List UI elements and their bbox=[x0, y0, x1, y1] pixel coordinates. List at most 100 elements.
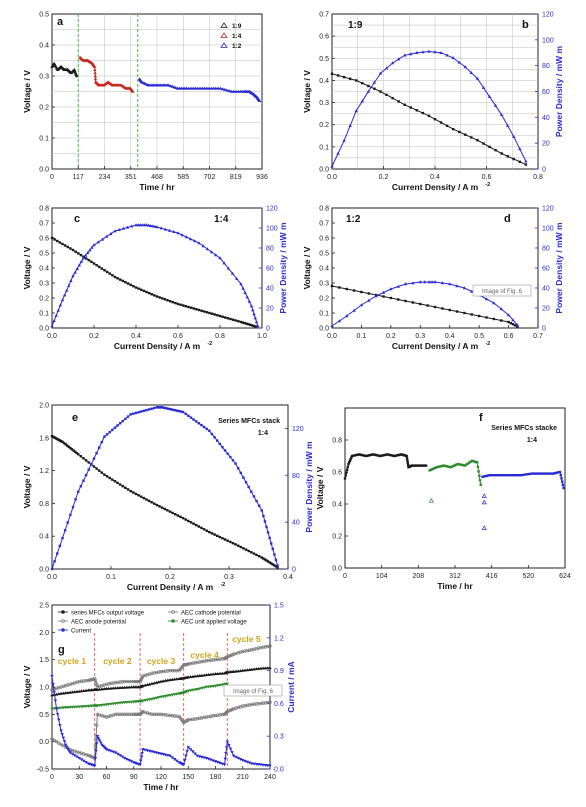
series-5-point bbox=[95, 742, 99, 746]
power-point bbox=[274, 558, 278, 562]
legend-label: 1:4 bbox=[232, 33, 242, 40]
series-4-point bbox=[118, 701, 122, 705]
power-point bbox=[493, 103, 498, 107]
stage-1-point bbox=[345, 471, 348, 474]
cycle-label: cycle 5 bbox=[232, 634, 261, 644]
series-4-point bbox=[175, 692, 179, 696]
stage-3-point bbox=[496, 474, 500, 477]
series-3-point bbox=[263, 701, 268, 705]
voltage-point bbox=[171, 511, 174, 515]
series-5-point bbox=[168, 754, 172, 758]
voltage-point bbox=[184, 518, 187, 521]
stage-1-point bbox=[398, 453, 402, 456]
voltage-point bbox=[379, 90, 382, 93]
stage-3-point bbox=[541, 472, 544, 475]
x-tick-label: 234 bbox=[99, 174, 111, 181]
voltage-point bbox=[411, 301, 415, 304]
series-4-point bbox=[150, 697, 154, 701]
voltage-point bbox=[382, 295, 385, 298]
power-point bbox=[209, 250, 214, 254]
voltage-point bbox=[248, 323, 252, 327]
outlier-point bbox=[481, 493, 487, 498]
series-1-point bbox=[120, 685, 125, 689]
stage-3-point bbox=[485, 474, 488, 478]
stage-1-point bbox=[367, 454, 371, 457]
voltage-point bbox=[330, 284, 334, 288]
series-3-point bbox=[163, 713, 168, 717]
stage-1-point bbox=[374, 453, 378, 457]
voltage-point bbox=[137, 287, 140, 290]
voltage-point bbox=[367, 84, 370, 88]
y2-tick-label: 0 bbox=[542, 326, 546, 333]
watermark-text: Image of Fig. 6 bbox=[233, 689, 274, 695]
voltage-point bbox=[192, 307, 195, 310]
power-point bbox=[524, 159, 528, 163]
series-4-point bbox=[111, 702, 116, 706]
series-2-point bbox=[100, 683, 104, 688]
voltage-point bbox=[105, 475, 109, 478]
power-point bbox=[171, 408, 174, 411]
voltage-point bbox=[124, 486, 127, 490]
power-point bbox=[265, 525, 268, 529]
voltage-point bbox=[268, 561, 271, 564]
voltage-point bbox=[100, 471, 104, 474]
voltage-point bbox=[145, 290, 148, 294]
series-2-point bbox=[92, 64, 97, 68]
stage-1-point bbox=[350, 454, 354, 458]
voltage-point bbox=[476, 139, 479, 142]
series-4-point bbox=[193, 688, 197, 692]
voltage-point bbox=[56, 239, 59, 243]
stage-2-point bbox=[429, 468, 433, 471]
stage-1-point bbox=[394, 454, 397, 457]
y2-tick-label: 0.6 bbox=[274, 701, 284, 708]
voltage-point bbox=[197, 308, 201, 312]
voltage-point bbox=[426, 304, 429, 307]
panel-g-letter: g bbox=[58, 644, 65, 656]
power-point bbox=[165, 407, 168, 410]
voltage-point bbox=[231, 318, 235, 321]
series-1-point bbox=[113, 686, 118, 690]
voltage-point bbox=[71, 248, 75, 252]
series-3-point bbox=[133, 712, 138, 717]
voltage-point bbox=[488, 145, 491, 149]
series-4-point bbox=[186, 689, 190, 693]
y-tick-label: 2.5 bbox=[39, 603, 49, 610]
series-4-point bbox=[107, 703, 111, 707]
stage-1-point bbox=[406, 459, 409, 462]
power-point bbox=[172, 230, 176, 233]
series-3-point bbox=[191, 86, 196, 90]
power-point bbox=[499, 112, 504, 116]
x-tick-label: 0.8 bbox=[215, 333, 225, 340]
series-4-point bbox=[102, 703, 106, 707]
power-point bbox=[69, 279, 73, 282]
voltage-point bbox=[477, 314, 481, 318]
series-2-point bbox=[95, 685, 100, 689]
y-tick-label: 0.8 bbox=[39, 206, 49, 213]
series-4-point bbox=[163, 694, 168, 698]
power-point bbox=[263, 520, 267, 523]
stage-2-point bbox=[455, 463, 458, 466]
series-5-point bbox=[50, 674, 54, 678]
voltage-point bbox=[252, 324, 256, 328]
series-2-point bbox=[131, 89, 135, 93]
power-point bbox=[439, 50, 443, 54]
y2-tick-label: 80 bbox=[542, 63, 550, 70]
y-tick-label: 0.5 bbox=[319, 251, 329, 258]
power-point bbox=[236, 467, 240, 470]
power-point bbox=[146, 223, 151, 227]
power-point bbox=[345, 314, 349, 318]
stage-3-point bbox=[481, 475, 484, 478]
series-2-point bbox=[116, 680, 120, 685]
series-4-point bbox=[97, 704, 102, 708]
voltage-point bbox=[187, 305, 190, 309]
power-point bbox=[197, 241, 201, 245]
stage-2-point bbox=[478, 479, 482, 482]
series-5-point bbox=[77, 756, 81, 760]
x-tick-label: 819 bbox=[230, 174, 242, 181]
power-point bbox=[108, 430, 111, 434]
power-point bbox=[249, 304, 254, 308]
y-tick-label: 0.5 bbox=[319, 56, 329, 63]
power-point bbox=[372, 80, 377, 84]
stage-2-point bbox=[450, 465, 454, 468]
y-axis-label: Voltage / V bbox=[302, 70, 312, 113]
